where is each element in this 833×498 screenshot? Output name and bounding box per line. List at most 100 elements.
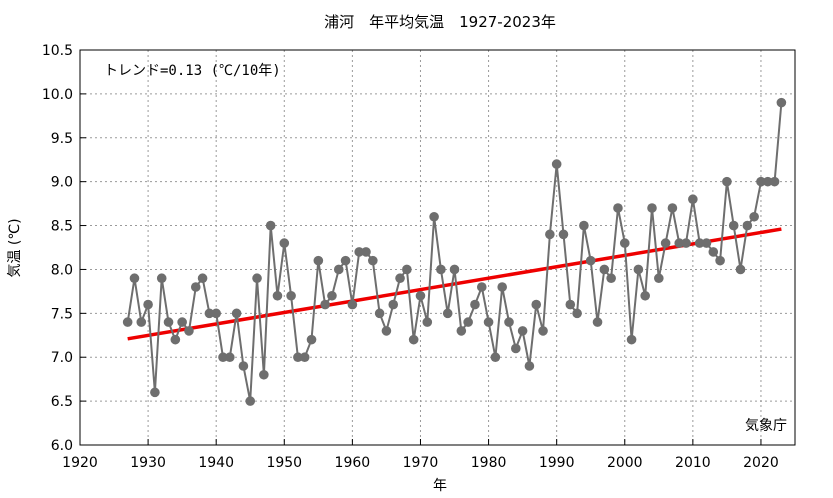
y-tick-label: 7.5 [51, 306, 73, 322]
data-point [333, 264, 344, 275]
data-point [136, 317, 147, 327]
data-point [238, 361, 249, 371]
data-point [694, 238, 705, 248]
x-tick-label: 1960 [335, 455, 371, 471]
data-point [742, 220, 753, 231]
data-point [231, 308, 242, 319]
data-point [163, 317, 174, 327]
data-point [722, 176, 732, 187]
y-tick-label: 9.5 [51, 131, 73, 147]
data-point [143, 299, 153, 310]
y-tick-label: 6.5 [51, 394, 73, 410]
data-point [252, 273, 262, 284]
data-point [204, 308, 215, 319]
y-tick-label: 9.0 [51, 175, 73, 191]
data-point [504, 317, 514, 327]
data-point [184, 326, 194, 336]
data-point [190, 282, 201, 292]
data-point [327, 290, 337, 301]
data-point [749, 211, 759, 222]
data-point [211, 308, 221, 319]
data-point [483, 317, 494, 327]
data-point [524, 361, 535, 371]
data-point [531, 299, 542, 310]
data-point [688, 194, 698, 205]
data-point [681, 238, 691, 248]
data-point [313, 255, 324, 266]
data-point [579, 220, 589, 231]
data-point [476, 282, 487, 292]
source-label: 気象庁 [745, 418, 787, 434]
data-point [150, 387, 160, 398]
grid [80, 50, 795, 445]
data-point [626, 334, 637, 345]
data-point [299, 352, 310, 363]
data-point [279, 238, 290, 248]
x-tick-label: 1940 [198, 455, 234, 471]
data-point [585, 255, 596, 266]
x-tick-label: 1990 [539, 455, 575, 471]
data-point [156, 273, 167, 284]
trend-annotation: トレンド=0.13 (℃/10年) [104, 63, 281, 79]
y-tick-label: 6.0 [51, 438, 73, 454]
data-point [654, 273, 664, 284]
data-point [129, 273, 140, 284]
data-point [272, 290, 283, 301]
data-point [497, 282, 507, 292]
data-point [436, 264, 446, 275]
data-point [776, 97, 787, 108]
data-point [177, 317, 187, 327]
axis-ticks: 1920 1930 1940 1950 1960 1970 1980 1990 2000 2010… [42, 43, 779, 471]
data-point [701, 238, 712, 248]
data-point [545, 229, 555, 240]
x-tick-label: 1950 [266, 455, 302, 471]
data-point [565, 299, 576, 310]
x-axis-label: 年 [433, 478, 447, 494]
data-point [511, 343, 521, 354]
data-point [756, 176, 766, 187]
x-tick-label: 2000 [607, 455, 643, 471]
data-point [422, 317, 433, 327]
x-tick-label: 2010 [675, 455, 711, 471]
data-point [429, 211, 439, 222]
data-point [415, 290, 426, 301]
data-point [170, 334, 181, 345]
data-point [408, 334, 419, 345]
x-tick-label: 1920 [62, 455, 98, 471]
data-point [245, 396, 256, 406]
data-point [735, 264, 746, 275]
y-tick-label: 8.5 [51, 219, 73, 235]
data-point [606, 273, 616, 284]
x-tick-label: 2020 [743, 455, 779, 471]
data-point [225, 352, 235, 363]
data-point [769, 176, 780, 187]
plot-frame [79, 49, 796, 446]
data-point [340, 255, 351, 266]
data-point [218, 352, 228, 363]
y-tick-label: 7.0 [51, 350, 73, 366]
data-point [647, 203, 657, 213]
data-point [572, 308, 582, 319]
data-point [463, 317, 473, 327]
data-point [442, 308, 453, 319]
data-point [708, 247, 719, 257]
chart-title: 浦河 年平均気温 1927-2023年 [324, 13, 556, 31]
data-point [388, 299, 399, 310]
data-point [592, 317, 603, 327]
data-point [320, 299, 330, 310]
data-point [402, 264, 412, 275]
data-point [538, 326, 548, 336]
data-point [619, 238, 630, 248]
data-point [613, 203, 623, 213]
data-point [674, 238, 685, 248]
y-axis-label: 気温 (℃) [7, 218, 23, 277]
data-point [361, 247, 371, 257]
data-point [640, 290, 650, 301]
data-point [449, 264, 460, 275]
data-point [395, 273, 405, 284]
data-point [715, 255, 725, 266]
data-point [551, 159, 562, 169]
data-point [122, 317, 133, 327]
y-tick-label: 8.0 [51, 262, 73, 278]
